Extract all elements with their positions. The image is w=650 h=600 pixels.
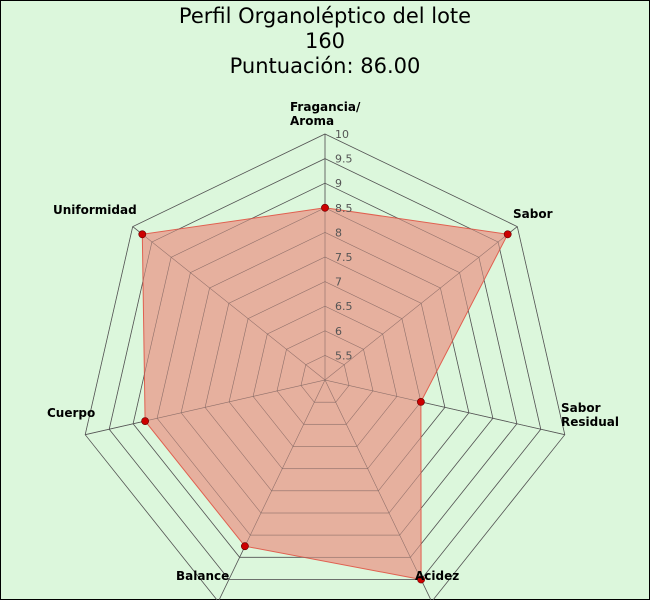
grid-ring-overlay — [156, 207, 494, 536]
axis-label: Sabor Residual — [561, 401, 619, 429]
tick-label: 9 — [335, 177, 342, 190]
data-point — [417, 575, 425, 584]
data-point — [503, 230, 512, 239]
chart-title-line-2: 160 — [304, 29, 346, 53]
data-point — [321, 203, 329, 212]
axis-label-line: Aroma — [290, 114, 334, 128]
grid-ring-overlay — [276, 330, 374, 425]
axis-label: Acidez — [415, 569, 459, 583]
axis-label: Sabor — [513, 207, 553, 221]
data-point — [141, 417, 149, 425]
axis-label: Cuerpo — [47, 406, 95, 420]
chart-title: Perfil Organoléptico del lote 160 Puntua… — [0, 4, 650, 79]
tick-label: 8.5 — [335, 202, 353, 215]
axis-spoke-overlay — [324, 379, 432, 600]
grid-ring-overlay — [228, 281, 422, 469]
grid-ring-overlay — [204, 256, 446, 492]
axis-label-line: Cuerpo — [47, 406, 95, 420]
axis-label-line: Acidez — [415, 569, 459, 583]
axis-label-line: Uniformidad — [53, 203, 137, 217]
tick-label: 5.5 — [335, 349, 353, 362]
grid-ring-overlay — [300, 355, 350, 403]
axis-label-line: Balance — [176, 569, 229, 583]
axis-spoke-overlay — [218, 379, 326, 600]
axis-label-line: Residual — [561, 415, 619, 429]
chart-title-line-3: Puntuación: 86.00 — [229, 54, 421, 78]
axis-spoke-overlay — [132, 226, 326, 381]
axis-spoke-overlay — [324, 226, 518, 381]
tick-label: 9.5 — [335, 153, 353, 166]
tick-label: 8 — [335, 226, 342, 239]
tick-label: 7.5 — [335, 251, 353, 264]
tick-label: 10 — [335, 128, 349, 141]
data-point — [138, 230, 147, 239]
axis-label-line: Fragancia/ — [290, 100, 361, 114]
tick-label: 7 — [335, 276, 342, 289]
axis-label: Balance — [176, 569, 229, 583]
grid-ring-overlay — [252, 305, 398, 447]
data-point — [416, 397, 425, 406]
chart-title-line-1: Perfil Organoléptico del lote — [178, 4, 472, 28]
tick-label: 6.5 — [335, 300, 353, 313]
axis-spoke-overlay — [85, 379, 326, 435]
data-point — [240, 542, 249, 551]
grid-ring-overlay — [180, 232, 470, 514]
axis-label: Fragancia/Aroma — [290, 100, 361, 128]
grid-ring-overlay — [132, 182, 518, 558]
axis-spoke-overlay — [324, 379, 565, 435]
axis-label: Uniformidad — [53, 203, 137, 217]
axis-label-line: Sabor — [561, 401, 601, 415]
grid-ring-overlay — [108, 158, 542, 580]
tick-label: 6 — [335, 325, 342, 338]
grid-ring-overlay — [84, 133, 566, 600]
axis-label-line: Sabor — [513, 207, 553, 221]
